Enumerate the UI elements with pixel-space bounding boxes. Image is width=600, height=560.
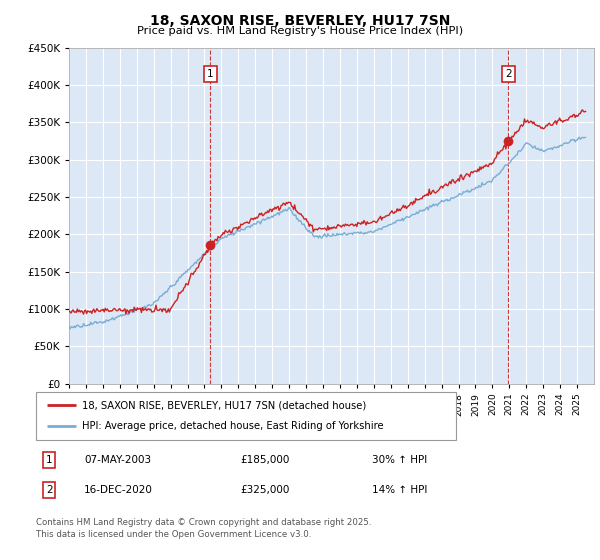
Text: 30% ↑ HPI: 30% ↑ HPI	[372, 455, 427, 465]
Text: Price paid vs. HM Land Registry's House Price Index (HPI): Price paid vs. HM Land Registry's House …	[137, 26, 463, 36]
Text: 2: 2	[46, 485, 53, 495]
Text: 1: 1	[207, 69, 214, 79]
Text: 18, SAXON RISE, BEVERLEY, HU17 7SN (detached house): 18, SAXON RISE, BEVERLEY, HU17 7SN (deta…	[82, 400, 367, 410]
Text: £185,000: £185,000	[240, 455, 289, 465]
Text: Contains HM Land Registry data © Crown copyright and database right 2025.
This d: Contains HM Land Registry data © Crown c…	[36, 518, 371, 539]
Text: 18, SAXON RISE, BEVERLEY, HU17 7SN: 18, SAXON RISE, BEVERLEY, HU17 7SN	[150, 14, 450, 28]
Text: 14% ↑ HPI: 14% ↑ HPI	[372, 485, 427, 495]
Text: £325,000: £325,000	[240, 485, 289, 495]
Text: HPI: Average price, detached house, East Riding of Yorkshire: HPI: Average price, detached house, East…	[82, 421, 384, 431]
Text: 16-DEC-2020: 16-DEC-2020	[84, 485, 153, 495]
Text: 07-MAY-2003: 07-MAY-2003	[84, 455, 151, 465]
Text: 2: 2	[505, 69, 512, 79]
FancyBboxPatch shape	[36, 392, 456, 440]
Text: 1: 1	[46, 455, 53, 465]
